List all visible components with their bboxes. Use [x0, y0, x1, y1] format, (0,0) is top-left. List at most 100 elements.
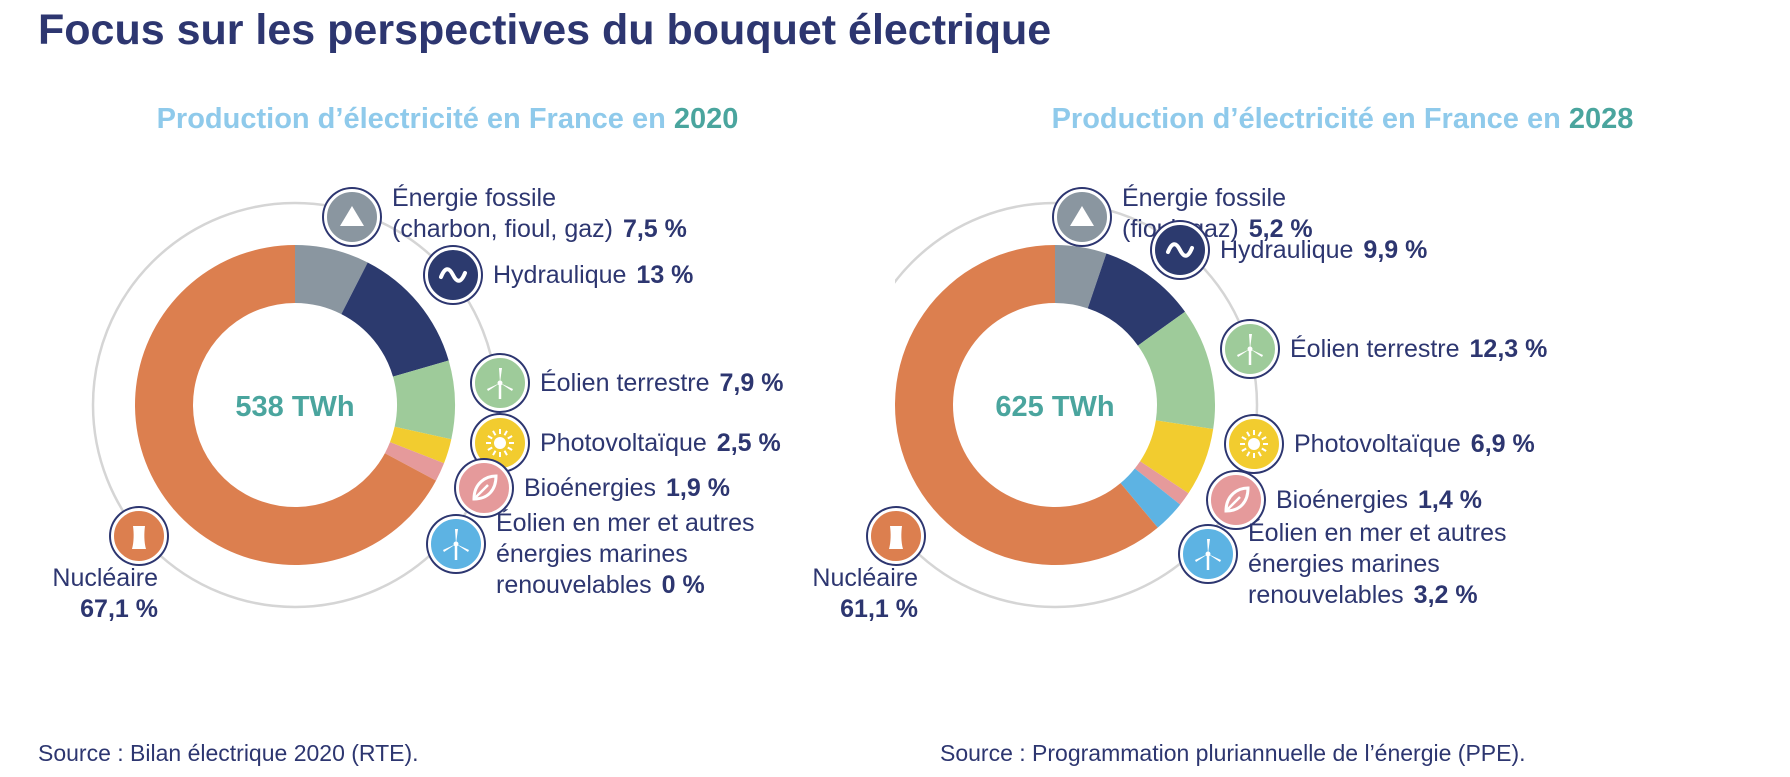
source-note: Source : Programmation pluriannuelle de … [940, 740, 1526, 766]
legend-label: Hydraulique 9,9 % [1220, 235, 1427, 266]
leaf-icon [1208, 472, 1264, 528]
legend-label: Photovoltaïque 2,5 % [540, 428, 781, 459]
chart-title-text: Production d’électricité en France en [1051, 103, 1561, 135]
legend-label: Bioénergies 1,4 % [1276, 485, 1482, 516]
slice-solar [1140, 420, 1214, 494]
wave-icon [425, 247, 481, 303]
legend-name: renouvelables [496, 571, 652, 599]
legend-item-solar: Photovoltaïque 6,9 % [1226, 416, 1535, 472]
offshore-wind-icon [1180, 526, 1236, 582]
legend-label-line: Photovoltaïque 2,5 % [540, 428, 781, 459]
donut-chart: 538 TWh [91, 201, 499, 609]
legend-label-line: renouvelables 0 % [496, 570, 754, 601]
slice-fossil [295, 245, 368, 315]
guide-ring [895, 201, 1259, 609]
total-label: 625 TWh [995, 391, 1114, 423]
legend-name: Éolien terrestre [1290, 334, 1460, 363]
chart-title-year: 2020 [673, 103, 739, 135]
legend-label-line: Bioénergies 1,9 % [524, 473, 730, 504]
legend-value: 6,9 % [1470, 429, 1535, 458]
slice-nuclear [135, 245, 437, 565]
legend-item-wind-onshore: Éolien terrestre 7,9 % [472, 355, 783, 411]
legend-value: 1,9 % [666, 473, 730, 502]
chart-title-text: Production d’électricité en France en [156, 103, 666, 135]
legend-label-line: Énergie fossile [1122, 183, 1313, 214]
legend-value: 3,2 % [1413, 581, 1478, 609]
legend-item-nuclear: Nucléaire 67,1 % [40, 563, 158, 625]
slice-wind-onshore [1137, 311, 1215, 430]
legend-item-fossil: Énergie fossile (charbon, fioul, gaz) 7,5 … [324, 183, 687, 245]
total-label: 538 TWh [235, 391, 354, 423]
legend-item-wind-onshore: Éolien terrestre 12,3 % [1222, 321, 1547, 377]
legend-value: 2,5 % [716, 428, 781, 457]
legend-value: 1,4 % [1418, 485, 1482, 514]
legend-item-bio: Bioénergies 1,4 % [1208, 472, 1482, 528]
legend-name: énergies marines [1248, 550, 1440, 578]
wave-icon [1152, 222, 1208, 278]
legend-label-line: Éolien en mer et autres [1248, 518, 1506, 549]
legend-label-line: renouvelables 3,2 % [1248, 580, 1506, 611]
wind-turbine-icon [1222, 321, 1278, 377]
legend-label-line: Hydraulique 13 % [493, 260, 693, 291]
legend-value: 9,9 % [1363, 235, 1428, 264]
legend-value: 13 % [636, 260, 694, 289]
slice-bio [384, 442, 445, 481]
legend-value: 7,9 % [719, 368, 784, 397]
legend-label-line: (charbon, fioul, gaz) 7,5 % [392, 214, 687, 245]
legend-label: Photovoltaïque 6,9 % [1294, 429, 1535, 460]
wind-turbine-icon [472, 355, 528, 411]
legend-name: Éolien en mer et autres [1248, 519, 1507, 547]
cooling-tower-icon [111, 508, 167, 564]
chart-panel-2020: Production d’électricité en France en 20… [38, 103, 783, 766]
chart-title-year: 2028 [1568, 103, 1634, 135]
legend-item-hydro: Hydraulique 13 % [425, 247, 693, 303]
legend-name: renouvelables [1248, 581, 1404, 609]
slice-fossil [1055, 245, 1107, 309]
legend-item-hydro: Hydraulique 9,9 % [1152, 222, 1427, 278]
legend-name: Bioénergies [1276, 485, 1409, 514]
legend-label-line: Éolien en mer et autres [496, 508, 754, 539]
legend-value: 5,2 % [1248, 215, 1313, 243]
legend-label: Hydraulique 13 % [493, 260, 693, 291]
legend-label-line: Photovoltaïque 6,9 % [1294, 429, 1535, 460]
legend-name: Photovoltaïque [540, 428, 707, 457]
legend-label-line: Éolien terrestre 7,9 % [540, 368, 783, 399]
legend-label: Éolien en mer et autres énergies marines r… [496, 508, 754, 601]
donut-chart: 625 TWh [895, 201, 1259, 609]
slice-wind-onshore [392, 360, 455, 440]
slice-hydro [1087, 253, 1186, 346]
legend-name: Nucléaire [812, 564, 918, 592]
slice-offshore [1120, 468, 1181, 528]
legend-value: 61,1 % [840, 595, 918, 623]
page-title: Focus sur les perspectives du bouquet él… [38, 6, 1052, 54]
slice-solar [389, 426, 452, 464]
legend-name: Énergie fossile [392, 184, 556, 212]
legend-label-line: énergies marines [496, 539, 754, 570]
legend-name: (charbon, fioul, gaz) [392, 215, 613, 243]
offshore-wind-icon [428, 516, 484, 572]
legend-name: Éolien terrestre [540, 368, 710, 397]
triangle-icon [324, 189, 380, 245]
legend-label: Énergie fossile (charbon, fioul, gaz) 7,5 … [392, 183, 687, 245]
legend-item-nuclear: Nucléaire 61,1 % [800, 563, 918, 625]
legend-value: 67,1 % [80, 595, 158, 623]
legend-name: énergies marines [496, 540, 688, 568]
cooling-tower-icon [868, 508, 924, 564]
legend-name: Nucléaire [52, 564, 158, 592]
legend-label: Bioénergies 1,9 % [524, 473, 730, 504]
legend-item-offshore: Éolien en mer et autres énergies marines r… [1180, 518, 1506, 611]
legend-name: Photovoltaïque [1294, 429, 1461, 458]
legend-name: Hydraulique [493, 260, 627, 289]
legend-label-line: énergies marines [1248, 549, 1506, 580]
slice-bio [1134, 461, 1189, 505]
legend-label-line: Éolien terrestre 12,3 % [1290, 334, 1547, 365]
legend-name: Hydraulique [1220, 235, 1354, 264]
legend-value: 7,5 % [622, 215, 687, 243]
triangle-icon [1054, 189, 1110, 245]
legend-label: Éolien terrestre 12,3 % [1290, 334, 1547, 365]
slice-hydro [341, 262, 449, 377]
legend-name: Énergie fossile [1122, 184, 1286, 212]
leaf-icon [456, 460, 512, 516]
legend-label-line: Hydraulique 9,9 % [1220, 235, 1427, 266]
sun-icon [1226, 416, 1282, 472]
